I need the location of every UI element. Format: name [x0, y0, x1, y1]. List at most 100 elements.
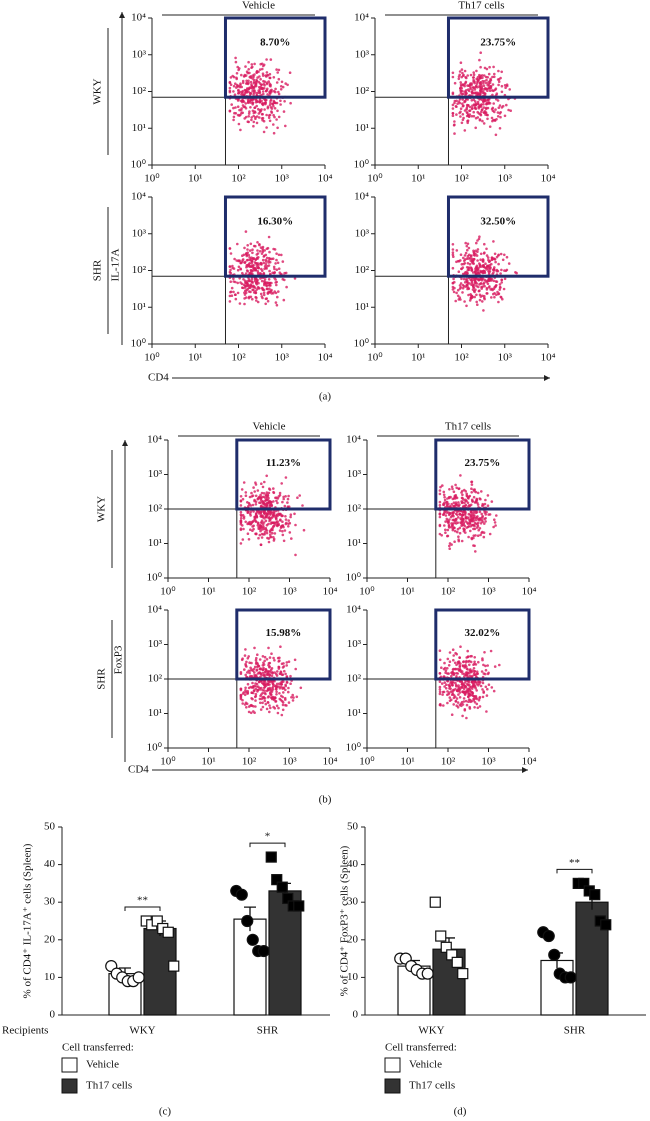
event-dot	[482, 106, 486, 109]
event-dot	[239, 696, 243, 699]
x-tick-label: 10¹	[411, 173, 425, 185]
event-dot	[479, 533, 482, 537]
event-dot	[498, 127, 502, 130]
event-dot	[463, 69, 467, 73]
event-dot	[493, 521, 497, 524]
event-dot	[267, 261, 270, 264]
event-dot	[448, 488, 451, 491]
event-dot	[452, 681, 455, 684]
event-dot	[293, 512, 296, 516]
event-dot	[451, 692, 455, 696]
event-dot	[461, 664, 465, 667]
event-dot	[461, 98, 465, 101]
event-dot	[256, 249, 259, 252]
gate-box	[223, 195, 327, 278]
event-dot	[271, 515, 274, 519]
event-dot	[276, 71, 280, 74]
event-dot	[282, 691, 285, 694]
event-dot	[261, 249, 265, 252]
event-dot	[261, 668, 265, 671]
event-dot	[470, 114, 474, 118]
event-dot	[452, 654, 456, 657]
event-dot	[476, 116, 480, 119]
event-dot	[272, 697, 276, 700]
event-dot	[263, 84, 266, 87]
x-tick-label: 10¹	[400, 586, 414, 598]
event-dot	[228, 109, 232, 113]
event-dot	[457, 501, 460, 504]
event-dot	[247, 686, 251, 690]
event-dot	[480, 265, 484, 268]
event-dot	[237, 265, 241, 269]
event-dot	[470, 680, 474, 684]
event-dot	[281, 260, 285, 263]
event-dot	[271, 531, 274, 535]
event-dot	[262, 525, 265, 529]
gate-box	[446, 16, 550, 99]
event-dot	[452, 514, 455, 518]
event-dot	[284, 515, 287, 518]
event-dot	[266, 287, 269, 291]
event-dot	[245, 269, 249, 272]
event-dot	[281, 500, 284, 504]
event-dot	[288, 531, 292, 534]
event-dot	[448, 660, 452, 663]
event-dot	[280, 673, 284, 677]
event-dot	[248, 249, 252, 252]
event-dot	[239, 522, 243, 526]
event-dot	[479, 269, 482, 273]
event-dot	[487, 72, 491, 76]
x-tick-label: 10²	[454, 352, 469, 364]
event-dot	[470, 280, 474, 283]
event-dot	[234, 280, 237, 284]
event-dot	[451, 487, 454, 491]
event-dot	[262, 673, 266, 677]
event-dot	[284, 683, 287, 687]
gate-percentage: 23.75%	[480, 37, 516, 49]
event-dot	[438, 692, 442, 696]
event-dot	[274, 262, 277, 265]
event-dot	[475, 300, 479, 304]
event-dot	[263, 108, 266, 111]
event-dot	[478, 695, 482, 699]
row-label: WKY	[96, 496, 108, 522]
event-dot	[252, 78, 256, 82]
event-dot	[488, 65, 491, 69]
event-dot	[269, 84, 272, 88]
event-dot	[263, 267, 266, 271]
event-dot	[257, 510, 260, 513]
event-dot	[482, 281, 486, 285]
event-dot	[233, 93, 237, 96]
event-dot	[276, 126, 279, 130]
gate-percentage: 8.70%	[260, 37, 290, 49]
event-dot	[478, 705, 482, 708]
event-dot	[260, 519, 264, 522]
event-dot	[251, 503, 255, 507]
event-dot	[471, 104, 474, 107]
event-dot	[258, 667, 262, 671]
x-tick-label: 10⁴	[323, 756, 338, 768]
event-dot	[240, 488, 244, 491]
row-label: SHR	[96, 668, 108, 690]
event-dot	[452, 277, 455, 281]
event-dot	[272, 104, 275, 108]
event-dot	[263, 659, 267, 663]
event-dot	[438, 703, 442, 707]
legend-label: Vehicle	[86, 1059, 119, 1071]
event-dot	[251, 87, 254, 90]
event-dot	[244, 664, 248, 667]
x-tick-label: 10³	[282, 586, 297, 598]
event-dot	[262, 533, 265, 536]
event-dot	[484, 107, 488, 111]
event-dot	[497, 254, 500, 257]
event-dot	[445, 683, 448, 686]
event-dot	[476, 534, 480, 537]
event-dot	[448, 651, 452, 654]
event-dot	[270, 111, 274, 114]
column-header: Th17 cells	[445, 421, 491, 433]
event-dot	[266, 87, 269, 91]
event-dot	[241, 89, 244, 93]
event-dot	[277, 77, 281, 81]
event-dot	[485, 81, 488, 85]
